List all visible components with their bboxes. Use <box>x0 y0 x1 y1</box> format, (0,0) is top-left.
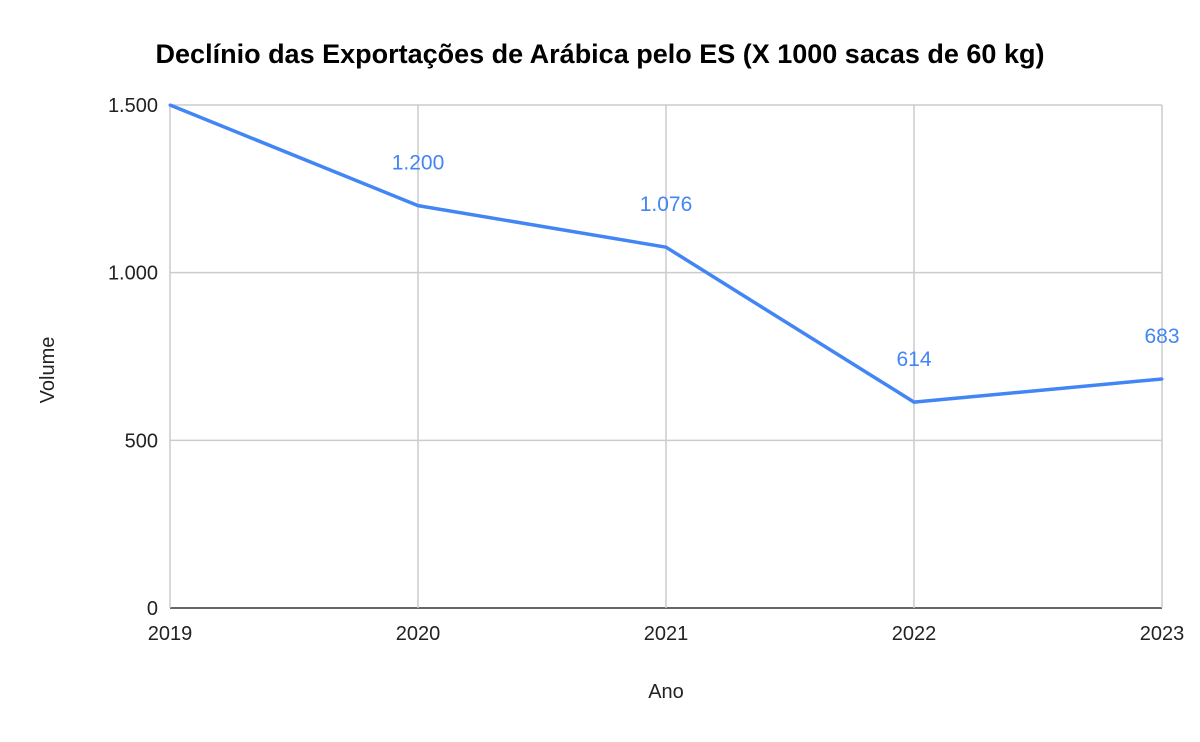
x-tick-label: 2022 <box>892 623 937 645</box>
y-axis-label: Volume <box>37 337 59 404</box>
series-volume: 1.200 1.076 614 683 <box>168 103 1180 404</box>
data-label: 683 <box>1144 325 1179 348</box>
data-label: 1.200 <box>392 152 445 175</box>
x-tick-label: 2019 <box>148 623 193 645</box>
y-tick-label: 1.000 <box>108 263 158 285</box>
x-tick-label: 2020 <box>396 623 441 645</box>
data-point <box>664 245 668 249</box>
grid: 0 500 1.000 1.500 2019 2020 2021 2022 2023 <box>108 95 1184 645</box>
data-point <box>1160 377 1164 381</box>
x-axis-label: Ano <box>648 681 684 703</box>
y-tick-label: 500 <box>125 430 158 452</box>
data-label: 1.076 <box>640 193 693 216</box>
chart-title: Declínio das Exportações de Arábica pelo… <box>156 39 1045 69</box>
y-tick-label: 0 <box>147 598 158 620</box>
data-point <box>168 103 172 107</box>
x-tick-label: 2023 <box>1140 623 1185 645</box>
x-tick-label: 2021 <box>644 623 689 645</box>
data-point <box>416 204 420 208</box>
data-label: 614 <box>896 348 931 371</box>
data-point <box>912 400 916 404</box>
y-tick-label: 1.500 <box>108 95 158 117</box>
